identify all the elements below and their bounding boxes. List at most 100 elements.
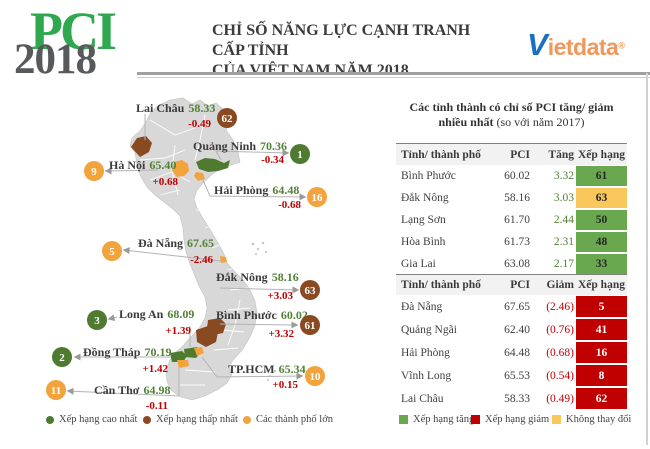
- rank-cell: 63: [576, 188, 627, 208]
- increase-table: Tỉnh/ thành phố PCI Tăng Xếp hạng Bình P…: [396, 143, 627, 275]
- pci-value: 62.40: [504, 323, 530, 336]
- table-row: Gia Lai 63.08 2.17 33: [396, 253, 627, 275]
- legend-big-cities: Các thành phố lớn: [243, 414, 333, 425]
- province-binh-phuoc: [196, 326, 218, 347]
- pci-value: 65.53: [504, 369, 530, 382]
- change-value: (0.54): [546, 369, 574, 382]
- change-value: (0.76): [546, 323, 574, 336]
- rank-cell: 16: [576, 342, 627, 363]
- province-lai-chau: [131, 136, 152, 157]
- pci-value: 61.70: [504, 214, 530, 226]
- pci-value: 63.08: [504, 258, 530, 270]
- province-name: Quảng Ngãi: [401, 323, 457, 336]
- rank-cell: 33: [576, 254, 627, 274]
- title-line-2: CỦA VIỆT NAM NĂM 2018: [212, 62, 409, 79]
- decrease-table: Tỉnh/ thành phố PCI Giảm Xếp hạng Đà Nẵn…: [396, 274, 627, 410]
- rank-badge: [102, 241, 122, 261]
- rank-badge: [46, 380, 66, 400]
- green-dot-icon: [46, 415, 54, 424]
- vietdata-wordmark: ietdata: [547, 34, 619, 60]
- rank-cell: 41: [576, 319, 627, 340]
- svg-text:+3.32: +3.32: [268, 328, 294, 340]
- header-divider: [137, 72, 650, 78]
- rank-badge: [307, 187, 327, 207]
- change-value: (0.68): [546, 346, 574, 359]
- rank-badge: [305, 366, 325, 386]
- change-value: 2.31: [553, 236, 574, 248]
- callout-lai-chau: Lai Châu 58.33 -0.49 62: [136, 101, 237, 130]
- svg-text:-2.46: -2.46: [190, 254, 213, 266]
- svg-text:9: 9: [91, 166, 97, 178]
- province-name: Gia Lai: [401, 258, 436, 270]
- col-rank: Xếp hạng: [578, 148, 625, 161]
- svg-text:+0.68: +0.68: [152, 176, 178, 188]
- callout-long-an: Long An 68.09 +1.39 3: [87, 307, 194, 337]
- province-dong-thap: [170, 351, 187, 362]
- rank-badge: [300, 280, 320, 300]
- svg-text:63: 63: [305, 285, 317, 297]
- vietdata-v-icon: V: [527, 27, 548, 62]
- vietnam-map: Lai Châu 58.33 -0.49 62 Quảng Ninh 70.36 -…: [46, 97, 327, 412]
- table-row: Lai Châu 58.33 (0.49) 62: [396, 387, 627, 410]
- province-quang-ninh: [196, 158, 230, 172]
- province-borders: [139, 114, 251, 386]
- svg-text:-0.11: -0.11: [146, 400, 168, 412]
- col-rank: Xếp hạng: [578, 279, 625, 291]
- table-row: Lạng Sơn 61.70 2.44 50: [396, 209, 627, 231]
- change-value: 3.32: [553, 170, 574, 182]
- callout-quang-ninh: Quảng Ninh 70.36 -0.34 1: [193, 139, 310, 166]
- svg-text:+1.39: +1.39: [165, 325, 191, 337]
- rank-badge: [52, 347, 72, 367]
- legend-highest: Xếp hạng cao nhất: [46, 414, 137, 425]
- legend-rank-down: Xếp hạng giảm: [471, 414, 549, 425]
- change-value: (0.49): [546, 392, 574, 405]
- province-can-tho: [177, 360, 189, 368]
- change-value: 2.44: [553, 214, 574, 226]
- svg-text:61: 61: [305, 320, 316, 332]
- svg-text:16: 16: [312, 192, 324, 204]
- table-row: Hải Phòng 64.48 (0.68) 16: [396, 341, 627, 364]
- svg-text:+1.42: +1.42: [142, 363, 168, 375]
- table-row: Bình Phước 60.02 3.32 61: [396, 165, 627, 187]
- province-ha-noi: [172, 160, 189, 177]
- rank-cell: 61: [576, 166, 627, 186]
- svg-text:+3.03: +3.03: [267, 290, 293, 302]
- col-change: Tăng: [548, 148, 574, 161]
- svg-text:1: 1: [297, 149, 303, 161]
- table-header: Tỉnh/ thành phố PCI Giảm Xếp hạng: [396, 274, 627, 295]
- callout-dak-nong: Đắk Nông 58.16 +3.03 63: [216, 270, 320, 302]
- change-value: 2.17: [553, 258, 574, 270]
- legend-label: Xếp hạng cao nhất: [59, 414, 138, 425]
- table-row: Vĩnh Long 65.53 (0.54) 8: [396, 364, 627, 387]
- rank-cell: 48: [576, 232, 627, 252]
- title-line-1: CHỈ SỐ NĂNG LỰC CẠNH TRANH CẤP TỈNH: [212, 22, 471, 59]
- legend-label: Xếp hạng giảm: [485, 414, 550, 425]
- svg-text:3: 3: [94, 315, 100, 327]
- legend-label: Xếp hạng thấp nhất: [156, 414, 238, 425]
- province-tphcm: [194, 347, 204, 356]
- pci-value: 60.02: [504, 170, 530, 182]
- subtitle-line2-bold: nhiều nhất: [438, 115, 494, 129]
- legend-lowest: Xếp hạng thấp nhất: [143, 414, 238, 425]
- map-callouts: Lai Châu 58.33 -0.49 62 Quảng Ninh 70.36 -…: [46, 101, 327, 412]
- callout-hai-phong: Hải Phòng 64.48 -0.68 16: [214, 183, 327, 211]
- highlighted-provinces: [131, 136, 230, 368]
- callout-tphcm: TP.HCM 65.34 +0.15 10: [228, 362, 325, 391]
- col-pci: PCI: [510, 279, 530, 291]
- rank-badge: [300, 315, 320, 335]
- rank-badge: [290, 144, 310, 164]
- pci-value: 64.48: [504, 346, 530, 359]
- page-title: CHỈ SỐ NĂNG LỰC CẠNH TRANH CẤP TỈNH CỦA …: [212, 21, 492, 81]
- legend-rank-up: Xếp hạng tăng: [399, 414, 474, 425]
- green-square-icon: [399, 415, 408, 424]
- rank-badge: [84, 161, 104, 181]
